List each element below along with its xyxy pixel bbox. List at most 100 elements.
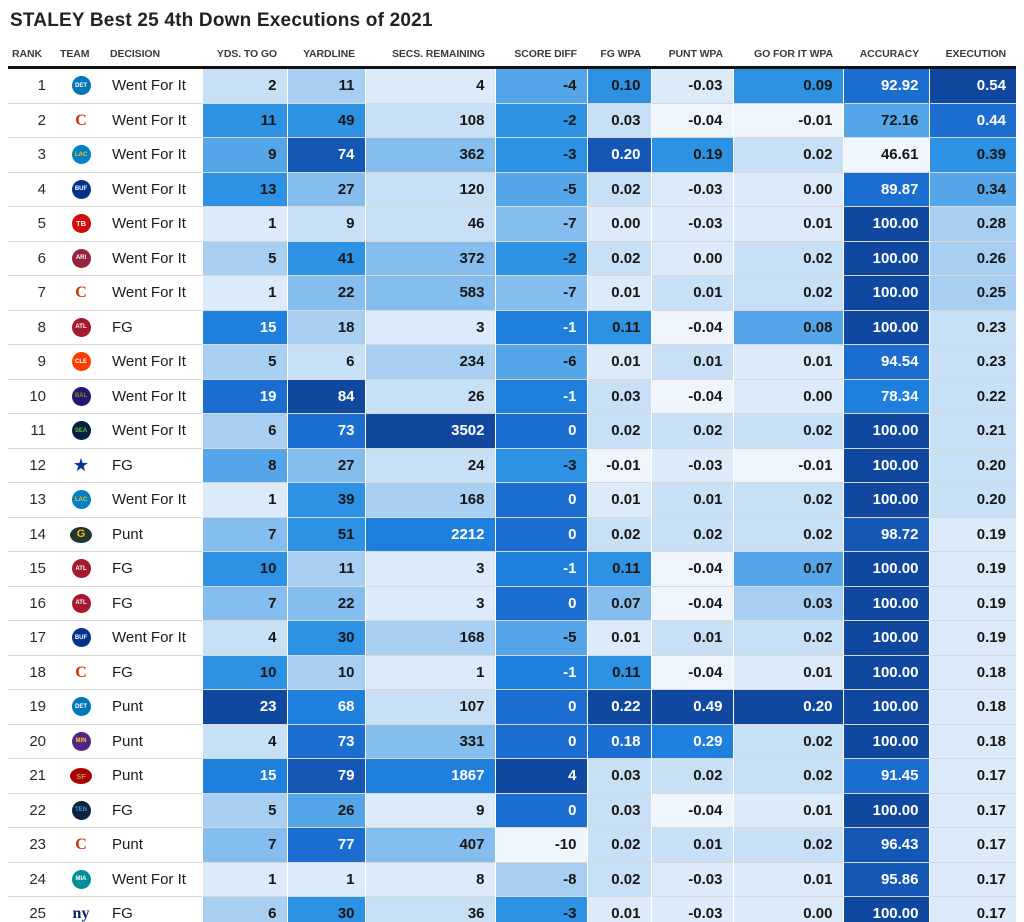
- buf-logo-icon: BUF: [71, 179, 91, 199]
- team-cell: SEA: [56, 413, 106, 448]
- cell-yds_to_go: 5: [201, 344, 287, 379]
- chi-logo-icon: C: [75, 663, 87, 681]
- rank-cell: 10: [8, 378, 56, 414]
- rank-cell: 7: [8, 275, 56, 310]
- col-header-go_for_it_wpa: GO FOR IT WPA: [754, 48, 833, 60]
- rank-cell: 23: [8, 827, 56, 862]
- cell-execution: 0.23: [928, 344, 1016, 379]
- col-header-secs_remaining: SECS. REMAINING: [391, 48, 485, 60]
- table-row: 10 BAL Went For It 19 84 26 -1 0.03 -0.04 0.00 78.…: [8, 378, 1016, 414]
- cell-secs_remaining: 4: [364, 67, 495, 103]
- cell-score_diff: -3: [494, 137, 587, 172]
- team-cell: LAC: [56, 137, 106, 172]
- cell-score_diff: 4: [494, 758, 587, 793]
- cell-accuracy: 100.00: [842, 482, 929, 517]
- cell-secs_remaining: 3502: [364, 413, 495, 448]
- cell-fg_wpa: 0.11: [586, 654, 651, 690]
- decision-cell: FG: [106, 792, 202, 828]
- cell-punt_wpa: -0.03: [650, 171, 733, 207]
- rank-cell: 2: [8, 102, 56, 138]
- team-cell: BAL: [56, 378, 106, 414]
- min-logo-icon: MIN: [71, 731, 91, 751]
- rank-cell: 20: [8, 723, 56, 759]
- table-row: 16 ATL FG 7 22 3 0 0.07 -0.04 0.03 100.00 0.19: [8, 585, 1016, 621]
- cell-accuracy: 89.87: [842, 171, 929, 207]
- rank-cell: 8: [8, 309, 56, 345]
- chi-logo-icon: C: [75, 836, 87, 854]
- cell-secs_remaining: 362: [364, 137, 495, 172]
- cell-execution: 0.28: [928, 206, 1016, 241]
- cell-accuracy: 100.00: [842, 206, 929, 241]
- cell-fg_wpa: 0.02: [586, 240, 651, 276]
- cell-punt_wpa: -0.04: [650, 792, 733, 828]
- cell-secs_remaining: 108: [364, 102, 495, 138]
- cell-score_diff: 0: [494, 516, 587, 552]
- cell-secs_remaining: 36: [364, 896, 495, 922]
- rank-cell: 11: [8, 413, 56, 448]
- decision-cell: Punt: [106, 516, 202, 552]
- cell-go_for_it_wpa: 0.01: [732, 654, 843, 690]
- buf-logo-icon: BUF: [71, 628, 91, 648]
- cell-score_diff: -3: [494, 896, 587, 922]
- decision-cell: FG: [106, 309, 202, 345]
- cell-fg_wpa: 0.02: [586, 827, 651, 862]
- table-body: 1 DET Went For It 2 11 4 -4 0.10 -0.03 0.09 92.92 0…: [8, 67, 1016, 922]
- cell-score_diff: -1: [494, 654, 587, 690]
- cell-secs_remaining: 26: [364, 378, 495, 414]
- team-cell: ARI: [56, 240, 106, 276]
- cell-yardline: 11: [286, 67, 365, 103]
- rank-cell: 21: [8, 758, 56, 793]
- cell-go_for_it_wpa: 0.00: [732, 171, 843, 207]
- cell-yardline: 49: [286, 102, 365, 138]
- table-row: 12 ★ FG 8 27 24 -3 -0.01 -0.03 -0.01 100.00 0.20: [8, 447, 1016, 483]
- cell-secs_remaining: 407: [364, 827, 495, 862]
- decision-cell: Went For It: [106, 620, 202, 655]
- cell-punt_wpa: -0.04: [650, 378, 733, 414]
- cell-yds_to_go: 23: [201, 689, 287, 724]
- col-header-yardline: YARDLINE: [303, 48, 355, 60]
- cell-punt_wpa: 0.01: [650, 275, 733, 310]
- table-row: 25 ny FG 6 30 36 -3 0.01 -0.03 0.00 100.00 0.17: [8, 896, 1016, 922]
- team-cell: CLE: [56, 344, 106, 379]
- cell-accuracy: 100.00: [842, 620, 929, 655]
- team-cell: BUF: [56, 620, 106, 655]
- team-cell: BUF: [56, 171, 106, 207]
- cell-go_for_it_wpa: 0.02: [732, 723, 843, 759]
- team-cell: DET: [56, 67, 106, 103]
- cell-execution: 0.25: [928, 275, 1016, 310]
- cell-go_for_it_wpa: 0.09: [732, 67, 843, 103]
- cell-fg_wpa: 0.03: [586, 378, 651, 414]
- cell-punt_wpa: -0.03: [650, 861, 733, 897]
- cell-go_for_it_wpa: 0.01: [732, 792, 843, 828]
- cell-go_for_it_wpa: 0.02: [732, 620, 843, 655]
- cell-yardline: 68: [286, 689, 365, 724]
- cell-score_diff: -1: [494, 551, 587, 586]
- cell-yds_to_go: 9: [201, 137, 287, 172]
- team-cell: DET: [56, 689, 106, 724]
- cell-punt_wpa: 0.02: [650, 413, 733, 448]
- cell-score_diff: -1: [494, 309, 587, 345]
- cell-score_diff: 0: [494, 792, 587, 828]
- cell-go_for_it_wpa: -0.01: [732, 447, 843, 483]
- cell-go_for_it_wpa: 0.02: [732, 482, 843, 517]
- cell-yardline: 30: [286, 620, 365, 655]
- cell-secs_remaining: 3: [364, 585, 495, 621]
- decision-cell: Went For It: [106, 275, 202, 310]
- cell-yds_to_go: 15: [201, 309, 287, 345]
- cell-secs_remaining: 120: [364, 171, 495, 207]
- cell-punt_wpa: -0.04: [650, 654, 733, 690]
- cell-secs_remaining: 583: [364, 275, 495, 310]
- cell-fg_wpa: 0.18: [586, 723, 651, 759]
- cell-execution: 0.22: [928, 378, 1016, 414]
- sf-logo-icon: SF: [70, 768, 92, 785]
- col-header-score_diff: SCORE DIFF: [514, 48, 577, 60]
- cle-logo-icon: CLE: [71, 352, 91, 372]
- cell-go_for_it_wpa: 0.01: [732, 206, 843, 241]
- cell-fg_wpa: 0.01: [586, 275, 651, 310]
- cell-fg_wpa: 0.02: [586, 171, 651, 207]
- cell-go_for_it_wpa: 0.02: [732, 758, 843, 793]
- page-title: STALEY Best 25 4th Down Executions of 20…: [10, 10, 433, 31]
- team-cell: MIA: [56, 861, 106, 897]
- cell-go_for_it_wpa: 0.20: [732, 689, 843, 724]
- decision-cell: Went For It: [106, 206, 202, 241]
